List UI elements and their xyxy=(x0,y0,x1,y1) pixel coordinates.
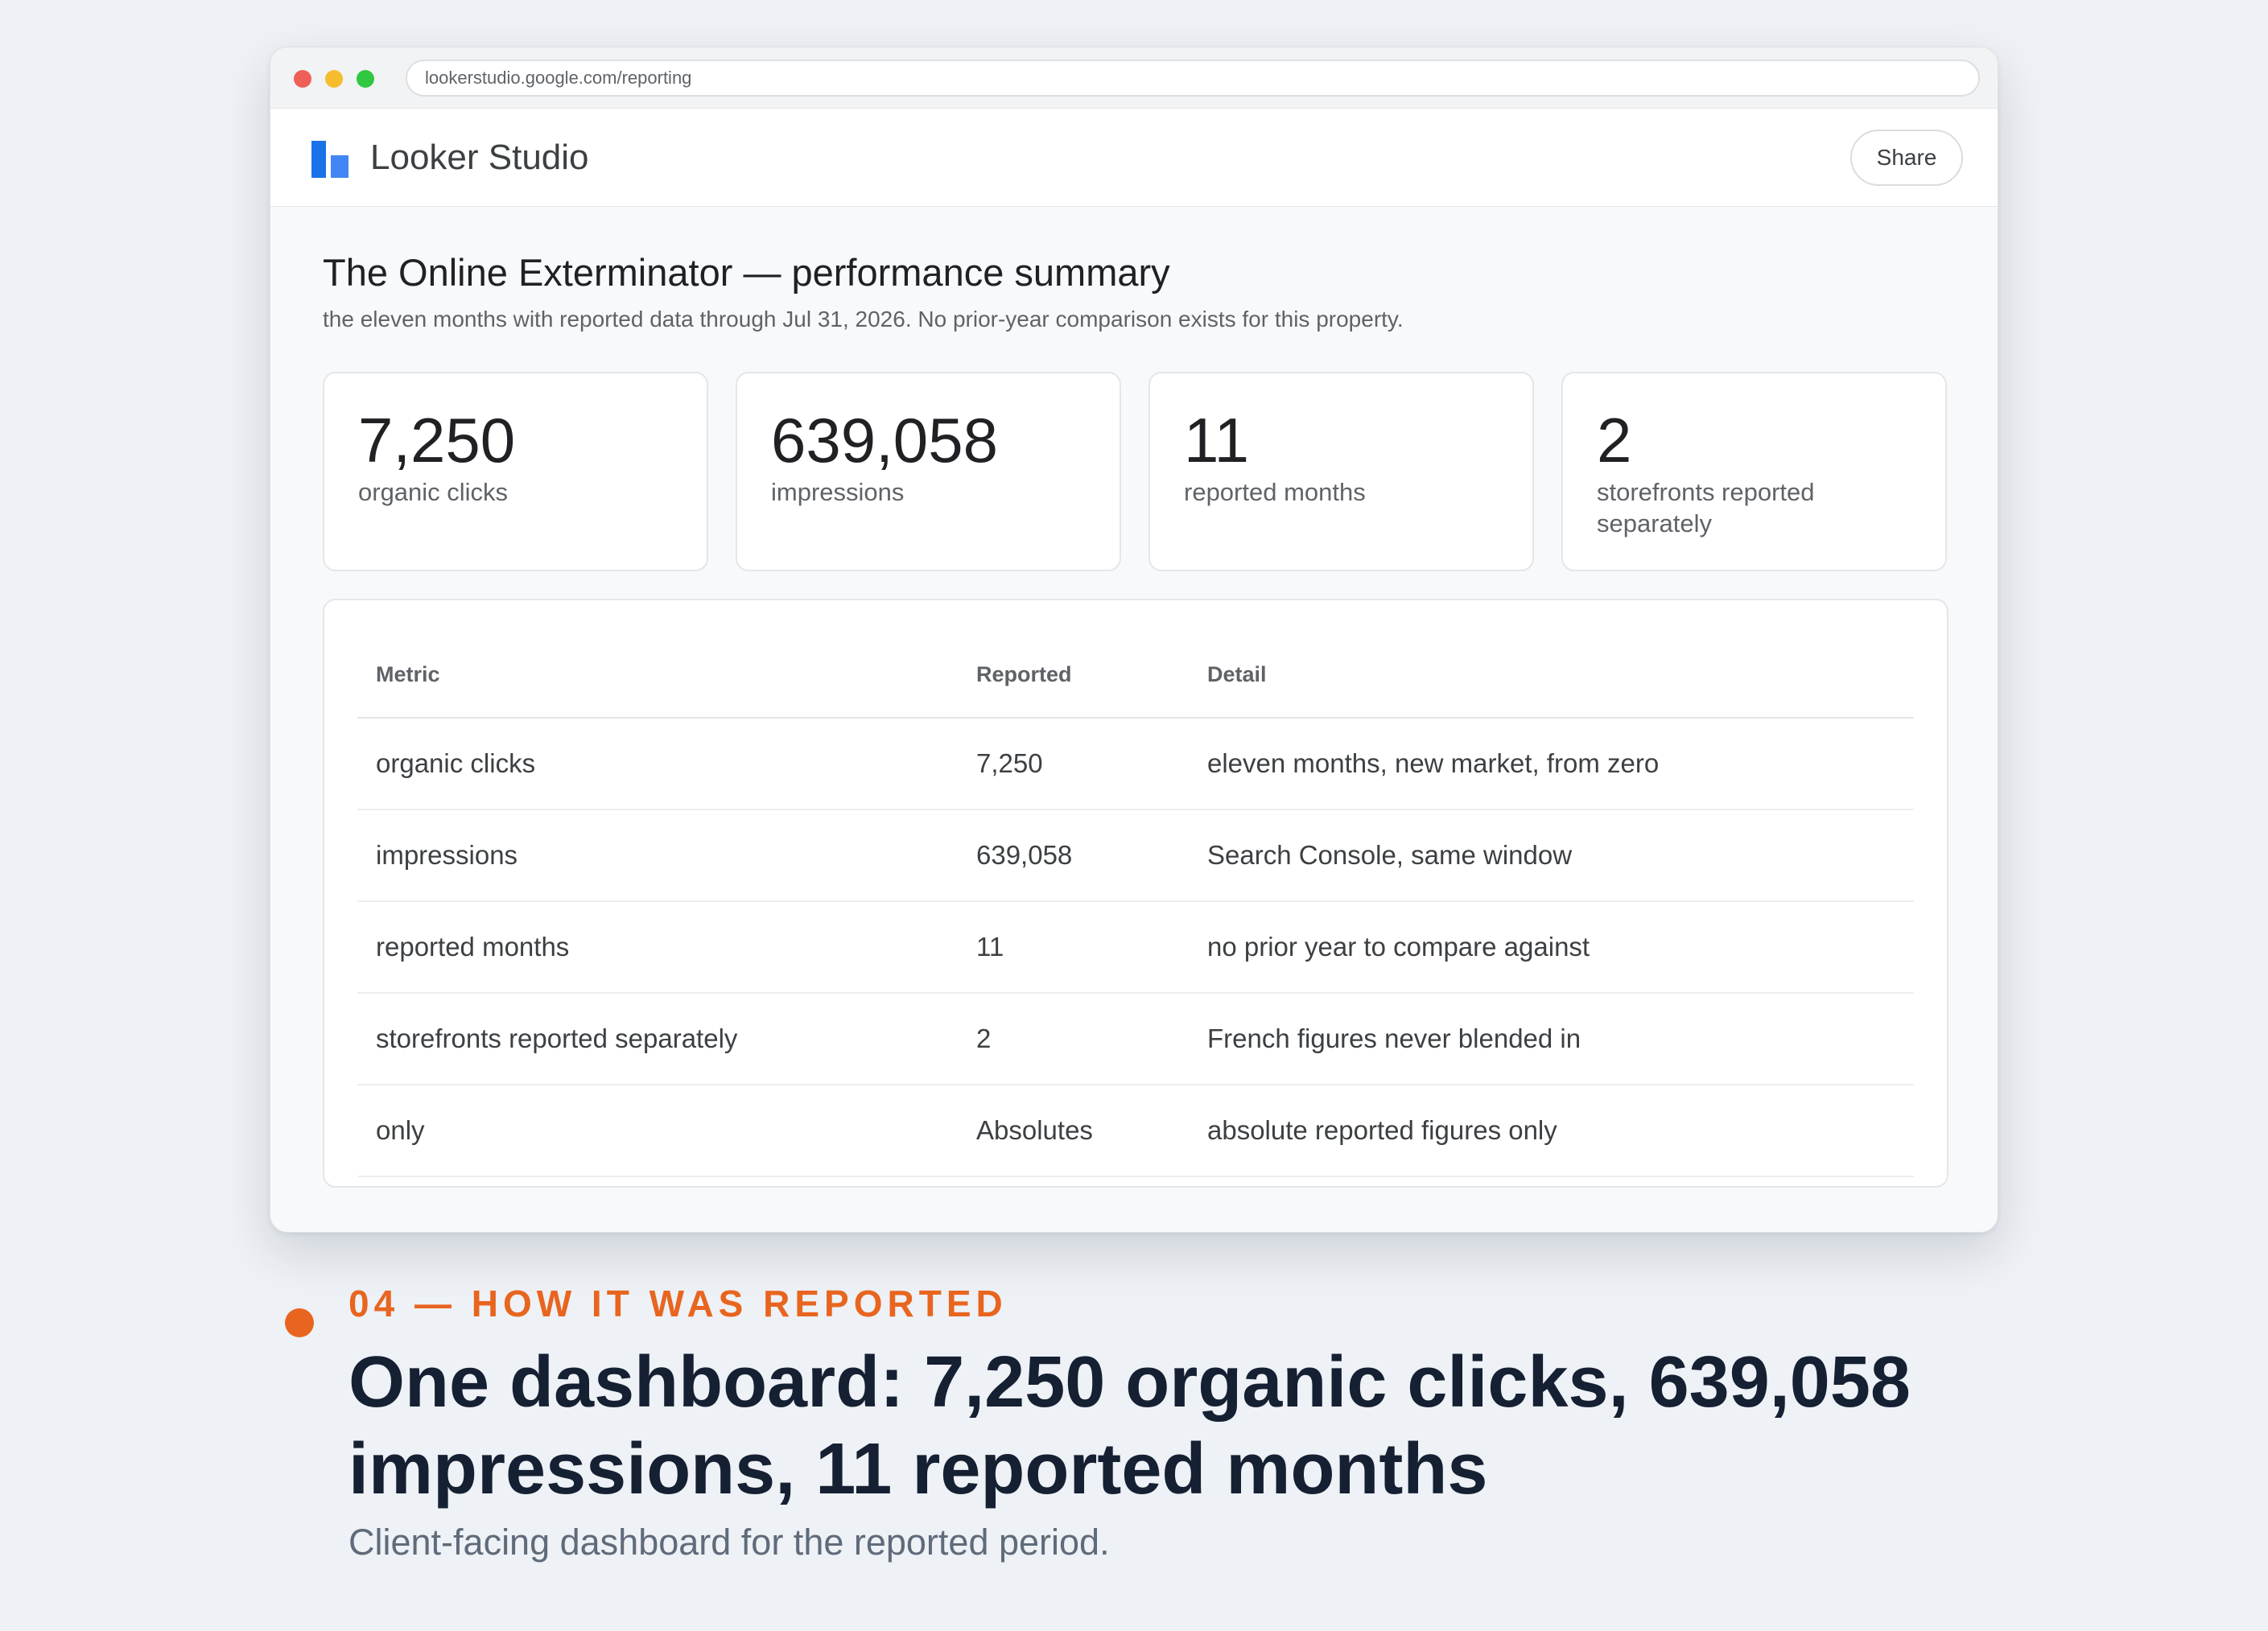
column-header-metric[interactable]: Metric xyxy=(357,632,958,719)
window-maximize-button[interactable] xyxy=(357,70,374,88)
table-row: reported months 11 no prior year to comp… xyxy=(357,901,1914,994)
table-header-row: Metric Reported Detail xyxy=(357,632,1914,719)
kpi-value: 11 xyxy=(1184,405,1249,476)
cell-metric: organic clicks xyxy=(357,718,958,810)
kpi-card-reported-months: 11 reported months xyxy=(1148,372,1534,571)
table-row: organic clicks 7,250 eleven months, new … xyxy=(357,718,1914,810)
cell-metric: storefronts reported separately xyxy=(357,993,958,1085)
cell-detail: French figures never blended in xyxy=(1189,993,1914,1085)
column-header-reported[interactable]: Reported xyxy=(958,632,1189,719)
window-minimize-button[interactable] xyxy=(325,70,343,88)
section-marker-dot xyxy=(285,1308,314,1337)
metrics-table: Metric Reported Detail organic clicks 7,… xyxy=(357,632,1914,1177)
cell-reported: Absolutes xyxy=(958,1085,1189,1177)
address-bar[interactable]: lookerstudio.google.com/reporting xyxy=(406,60,1980,97)
table-row: storefronts reported separately 2 French… xyxy=(357,993,1914,1085)
report-title: The Online Exterminator — performance su… xyxy=(323,251,1170,294)
cell-metric: impressions xyxy=(357,809,958,902)
app-name: Looker Studio xyxy=(370,138,589,177)
kpi-value: 639,058 xyxy=(771,405,998,476)
app-header: Looker Studio Share xyxy=(270,109,1998,207)
window-close-button[interactable] xyxy=(294,70,311,88)
browser-toolbar: lookerstudio.google.com/reporting xyxy=(270,47,1998,109)
kpi-value: 7,250 xyxy=(358,405,516,476)
browser-window: lookerstudio.google.com/reporting Looker… xyxy=(270,47,1998,1233)
kpi-card-storefronts: 2 storefronts reported separately xyxy=(1561,372,1947,571)
kpi-value: 2 xyxy=(1597,405,1632,476)
table-row: only Absolutes absolute reported figures… xyxy=(357,1085,1914,1177)
looker-studio-logo-icon xyxy=(311,141,348,178)
cell-reported: 2 xyxy=(958,993,1189,1085)
cell-reported: 11 xyxy=(958,901,1189,994)
cell-reported: 639,058 xyxy=(958,809,1189,902)
cell-reported: 7,250 xyxy=(958,718,1189,810)
kpi-card-organic-clicks: 7,250 organic clicks xyxy=(323,372,708,571)
kpi-label: organic clicks xyxy=(358,478,509,506)
cell-detail: absolute reported figures only xyxy=(1189,1085,1914,1177)
column-header-detail[interactable]: Detail xyxy=(1189,632,1914,719)
kpi-label: storefronts reported separately xyxy=(1597,478,1815,537)
cell-metric: reported months xyxy=(357,901,958,994)
cell-detail: eleven months, new market, from zero xyxy=(1189,718,1914,810)
kpi-label: impressions xyxy=(771,478,905,506)
cell-metric: only xyxy=(357,1085,958,1177)
kpi-card-impressions: 639,058 impressions xyxy=(736,372,1121,571)
section-eyebrow: 04 — HOW IT WAS REPORTED xyxy=(348,1283,1008,1324)
cell-detail: no prior year to compare against xyxy=(1189,901,1914,994)
table-row: impressions 639,058 Search Console, same… xyxy=(357,809,1914,902)
section-subtitle: Client-facing dashboard for the reported… xyxy=(348,1522,1110,1563)
section-headline: One dashboard: 7,250 organic clicks, 639… xyxy=(348,1342,1911,1509)
metrics-table-card: Metric Reported Detail organic clicks 7,… xyxy=(323,599,1948,1188)
kpi-label: reported months xyxy=(1184,478,1366,506)
report-subtitle: the eleven months with reported data thr… xyxy=(323,307,1404,332)
share-button[interactable]: Share xyxy=(1850,130,1963,186)
cell-detail: Search Console, same window xyxy=(1189,809,1914,902)
